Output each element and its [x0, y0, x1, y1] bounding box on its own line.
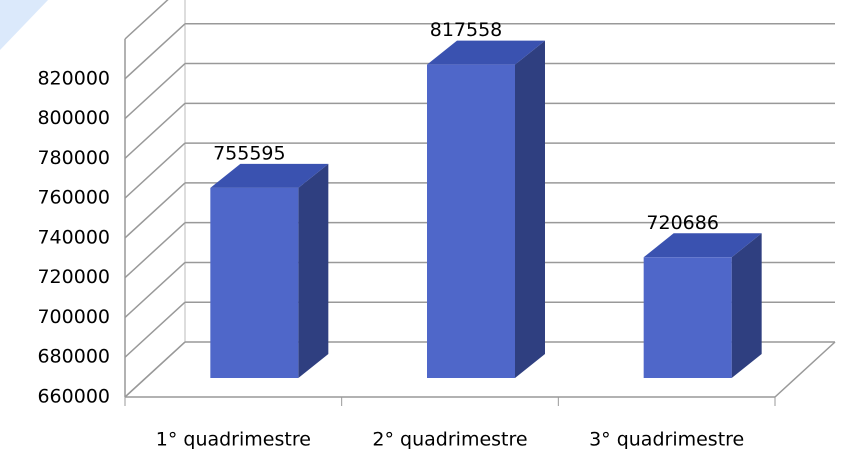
- y-tick-label: 800000: [37, 107, 110, 129]
- grid-line: [124, 222, 186, 279]
- y-tick-label: 820000: [37, 67, 110, 89]
- grid-line: [124, 261, 186, 318]
- x-tick-label: 2° quadrimestre: [372, 429, 527, 449]
- y-tick-label: 720000: [37, 266, 110, 288]
- value-label: 817558: [430, 19, 503, 41]
- y-tick-label: 680000: [37, 346, 110, 368]
- x-tick-label: 3° quadrimestre: [589, 429, 744, 449]
- bar: [427, 64, 515, 378]
- x-tick-label: 1° quadrimestre: [156, 429, 311, 449]
- grid-line: [124, 341, 186, 398]
- grid-line: [124, 23, 186, 80]
- value-label: 720686: [646, 212, 719, 234]
- grid-line: [124, 102, 186, 159]
- bar-top: [643, 233, 762, 258]
- y-tick-label: 780000: [37, 147, 110, 169]
- floor-edge: [774, 341, 836, 398]
- bar: [643, 257, 732, 378]
- y-tick-label: 740000: [37, 226, 110, 248]
- grid-line: [124, 301, 186, 358]
- value-label: 755595: [213, 142, 286, 164]
- grid-line: [124, 142, 186, 199]
- grid-line: [124, 182, 186, 239]
- bar-side: [298, 163, 329, 378]
- bar-side: [515, 40, 545, 378]
- corner-decoration: [0, 0, 48, 50]
- wall-edge: [124, 0, 169, 40]
- bar-top: [210, 163, 329, 188]
- y-tick-label: 760000: [37, 187, 110, 209]
- bar-top: [427, 40, 545, 65]
- y-tick-label: 660000: [37, 386, 110, 408]
- bar-side: [731, 233, 762, 378]
- grid-line: [124, 63, 186, 120]
- y-tick-label: 700000: [37, 306, 110, 328]
- bar: [210, 187, 299, 378]
